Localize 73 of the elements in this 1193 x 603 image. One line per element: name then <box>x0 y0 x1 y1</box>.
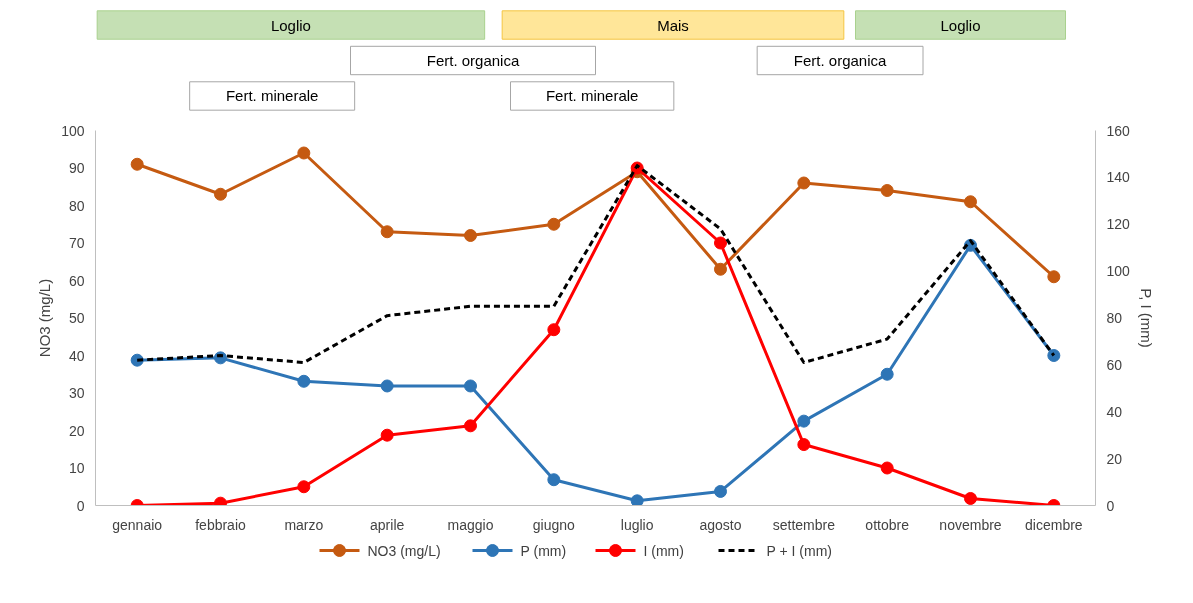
x-tick-label: febbraio <box>195 516 247 533</box>
point <box>880 461 894 475</box>
text: Mais <box>657 16 689 34</box>
y-tick-label: 70 <box>68 235 85 251</box>
y-tick-label: 40 <box>68 347 85 364</box>
y2-tick-label: 120 <box>1106 216 1131 233</box>
legend-label: I (mm) <box>643 542 684 559</box>
point <box>297 146 311 160</box>
y-tick-label: 80 <box>68 197 85 214</box>
y2-tick-label: 40 <box>1106 403 1123 420</box>
x-tick-label: agosto <box>699 516 742 533</box>
point <box>797 414 811 428</box>
y-tick-label: 100 <box>61 122 85 139</box>
point <box>797 438 811 452</box>
x-tick-label: ottobre <box>865 516 910 533</box>
y-tick-label: 60 <box>68 272 85 289</box>
x-tick-label: luglio <box>620 516 654 533</box>
point <box>547 217 561 231</box>
point <box>880 184 894 197</box>
y-tick-label: 0 <box>76 497 85 514</box>
y2-tick-label: 0 <box>1106 497 1115 514</box>
x-tick-label: gennaio <box>112 516 163 533</box>
y-tick-label: 30 <box>68 385 85 401</box>
y-tick-label: 50 <box>68 310 85 326</box>
y2-axis-title: P, I (mm) <box>1137 288 1155 348</box>
text: Loglio <box>940 16 981 34</box>
legend-label: NO3 (mg/L) <box>367 542 441 559</box>
x-tick-label: novembre <box>939 516 1002 533</box>
point <box>380 225 394 239</box>
point <box>964 491 977 505</box>
point <box>964 195 977 209</box>
x-tick-label: settembre <box>772 516 836 533</box>
point <box>214 187 227 201</box>
text: Fert. minerale <box>225 87 319 105</box>
y2-tick-label: 140 <box>1106 169 1131 186</box>
point <box>1047 349 1061 362</box>
legend-label: P (mm) <box>520 542 567 559</box>
text: Loglio <box>270 16 311 34</box>
point <box>130 157 144 171</box>
y-tick-label: 10 <box>68 460 85 476</box>
point <box>714 484 727 498</box>
point <box>630 494 644 506</box>
text: Fert. organica <box>793 52 888 69</box>
point <box>297 480 311 494</box>
x-tick-label: giugno <box>532 516 576 533</box>
point <box>380 428 394 442</box>
point <box>297 374 311 388</box>
text: Fert. organica <box>426 52 520 69</box>
y2-tick-label: 80 <box>1106 310 1123 326</box>
x-tick-label: maggio <box>447 516 494 533</box>
y2-tick-label: 60 <box>1106 356 1123 373</box>
y-axis-title: NO3 (mg/L) <box>36 278 54 358</box>
legend-label: P + I (mm) <box>766 542 832 559</box>
y-tick-label: 90 <box>68 160 85 176</box>
y-tick-label: 20 <box>68 422 85 439</box>
point <box>797 176 811 190</box>
point <box>547 473 561 487</box>
y2-tick-label: 20 <box>1106 450 1123 467</box>
point <box>714 236 727 250</box>
x-tick-label: marzo <box>284 516 324 533</box>
y2-tick-label: 100 <box>1106 263 1131 280</box>
point <box>714 262 727 276</box>
point <box>464 419 477 433</box>
x-tick-label: dicembre <box>1025 516 1083 533</box>
point <box>464 229 477 242</box>
point <box>1047 270 1061 284</box>
point <box>547 323 561 337</box>
y2-tick-label: 160 <box>1106 122 1131 139</box>
x-tick-label: aprile <box>370 516 405 533</box>
point <box>464 379 477 393</box>
text: Fert. minerale <box>545 87 639 105</box>
point <box>880 367 894 381</box>
point <box>380 379 394 393</box>
